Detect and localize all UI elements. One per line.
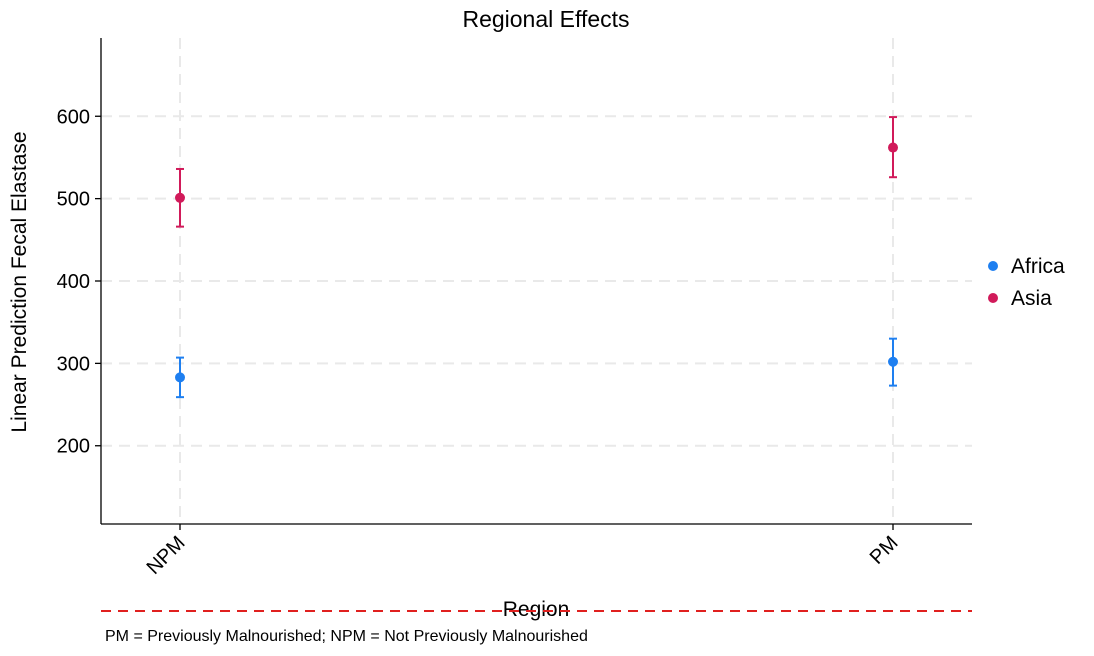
x-tick-label: NPM xyxy=(143,532,190,579)
legend: Africa Asia xyxy=(988,255,1065,310)
data-point xyxy=(888,356,898,367)
y-tick-label: 500 xyxy=(57,189,90,211)
data-point xyxy=(175,372,185,383)
x-tick-label: PM xyxy=(866,532,903,569)
legend-label: Africa xyxy=(1011,255,1065,278)
data-marks xyxy=(175,116,898,399)
grid xyxy=(101,38,972,524)
footnote-caption: PM = Previously Malnourished; NPM = Not … xyxy=(105,628,588,645)
y-tick-label: 600 xyxy=(57,106,90,128)
x-axis-label: Region xyxy=(503,598,570,621)
data-point xyxy=(888,142,898,153)
y-axis-label: Linear Prediction Fecal Elastase xyxy=(8,131,31,432)
axes: 200 300 400 500 600 NPM PM xyxy=(57,38,972,579)
y-tick-label: 200 xyxy=(57,436,90,458)
legend-marker xyxy=(988,261,998,271)
chart-title: Regional Effects xyxy=(462,6,629,32)
y-tick-label: 400 xyxy=(57,271,90,293)
data-point xyxy=(175,192,185,203)
y-tick-label: 300 xyxy=(57,353,90,375)
legend-label: Asia xyxy=(1011,287,1052,310)
legend-marker xyxy=(988,293,998,303)
